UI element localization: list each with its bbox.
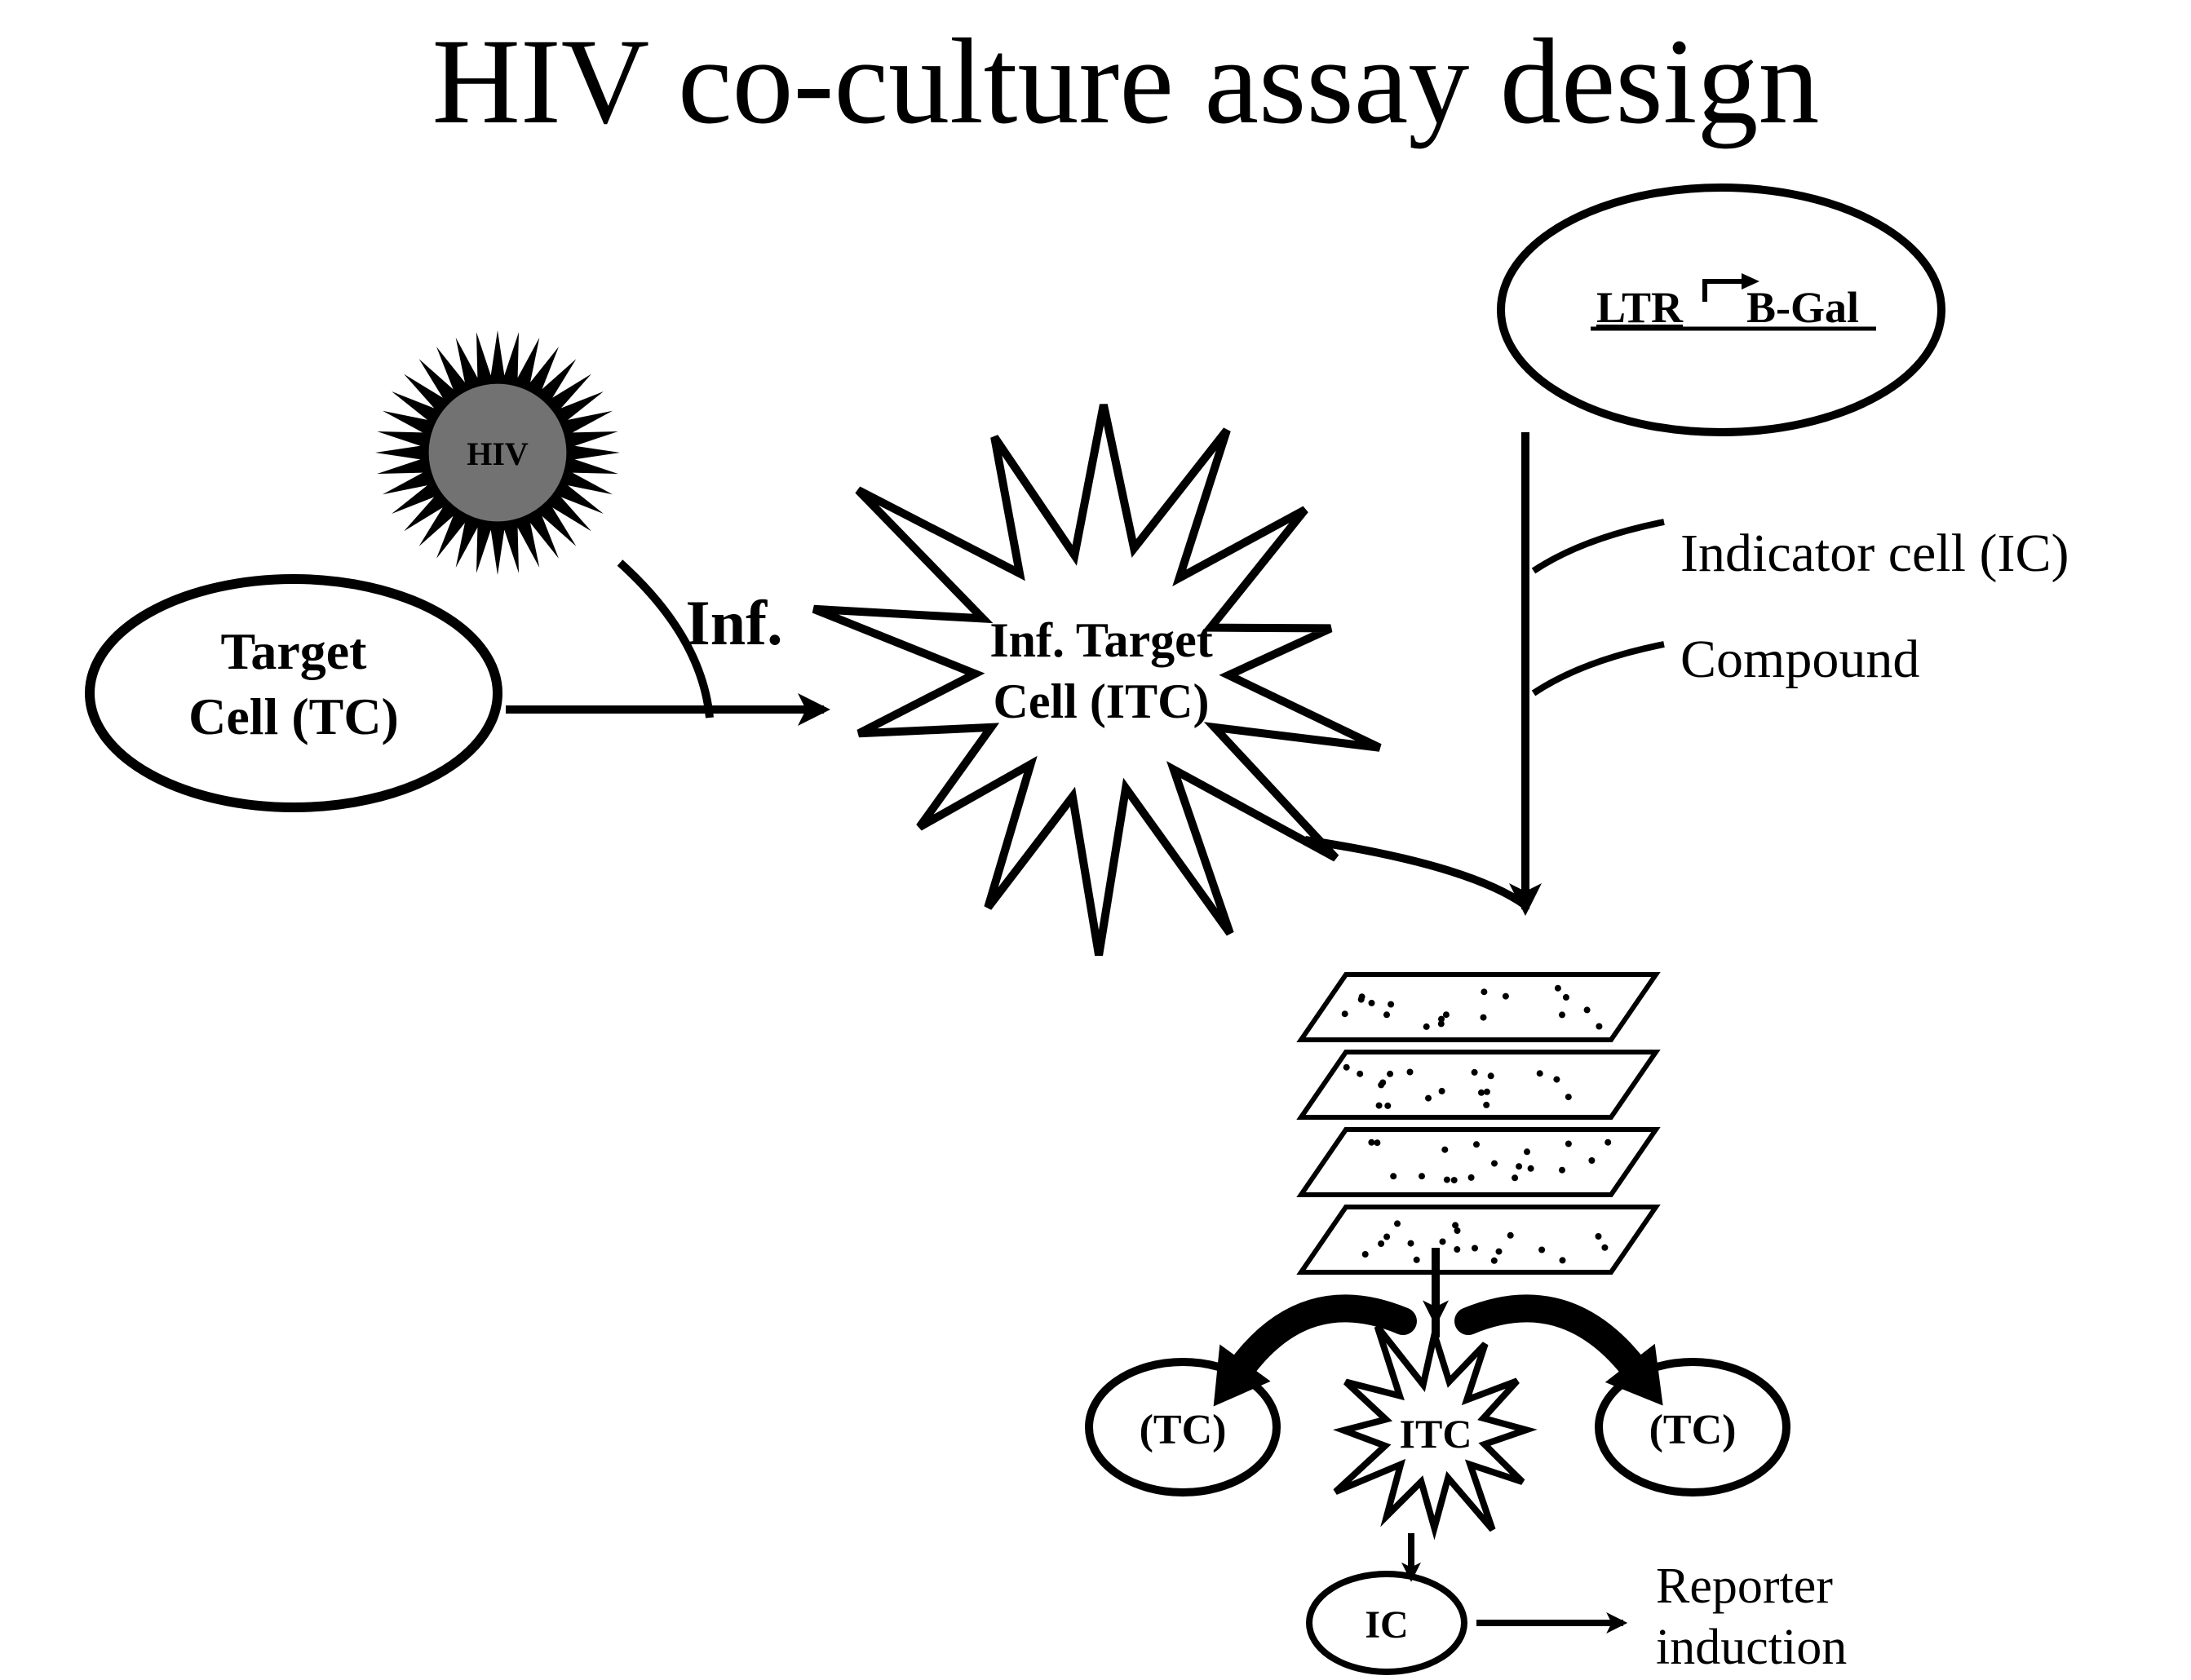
indicator-cell-top xyxy=(1501,188,1941,432)
reporter-label: Reporter xyxy=(1656,1558,1833,1614)
itc-label: Inf. Target xyxy=(989,613,1212,667)
title: HIV co-culture assay design xyxy=(432,14,1820,149)
reporter-label: induction xyxy=(1656,1620,1847,1675)
hiv-label: HIV xyxy=(467,435,529,472)
tc-left-label: (TC) xyxy=(1140,1407,1227,1453)
inf-label: Inf. xyxy=(685,587,782,658)
compound-label: Compound xyxy=(1680,630,1919,689)
ltr-label: LTR xyxy=(1596,283,1684,332)
indicator-cell-label: Indicator cell (IC) xyxy=(1680,524,2069,583)
target-cell-label: Cell (TC) xyxy=(188,687,399,745)
bgal-label: B-Gal xyxy=(1746,283,1859,332)
itc-label: Cell (ITC) xyxy=(994,674,1210,728)
ic-small-label: IC xyxy=(1365,1603,1408,1647)
target-cell-label: Target xyxy=(221,622,368,680)
itc-small-label: ITC xyxy=(1400,1411,1472,1457)
tc-right-label: (TC) xyxy=(1649,1407,1737,1453)
